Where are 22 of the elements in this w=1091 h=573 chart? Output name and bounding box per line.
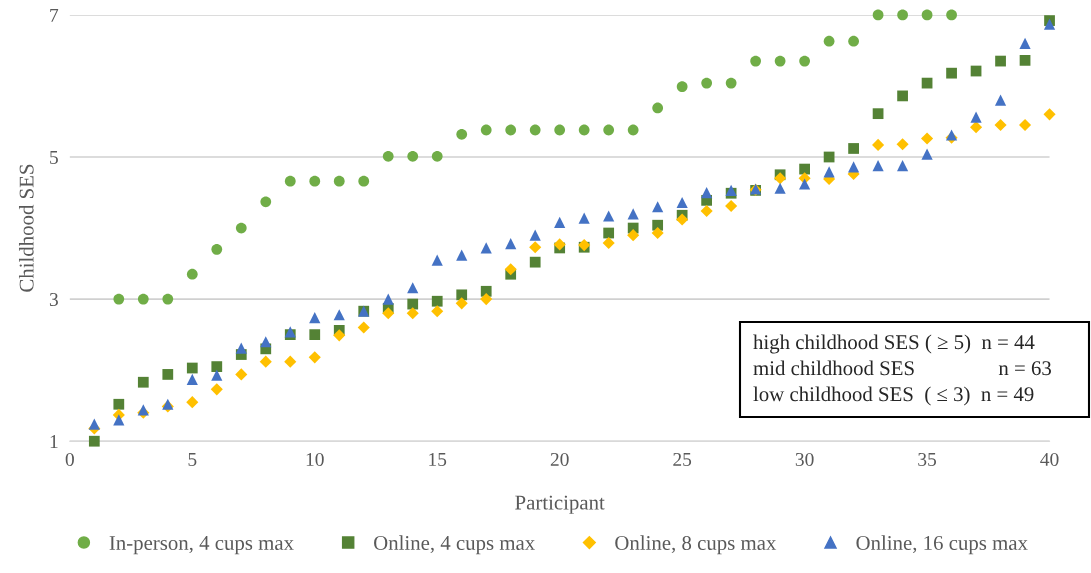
annotation: high childhood SES ( ≥ 5) n = 44 bbox=[753, 334, 1035, 354]
y-tick-label: 1 bbox=[50, 435, 58, 448]
legend-label: Online, 8 cups max bbox=[615, 535, 777, 555]
legend-label: Online, 16 cups max bbox=[856, 535, 1028, 555]
y-tick-label: 5 bbox=[50, 151, 58, 164]
x-tick-label: 0 bbox=[65, 452, 74, 467]
y-tick-label: 3 bbox=[49, 292, 58, 307]
y-axis-title: Childhood SES bbox=[18, 164, 34, 292]
x-tick-label: 15 bbox=[429, 452, 447, 467]
x-tick-label: 35 bbox=[918, 452, 937, 467]
annotation: mid childhood SES n = 63 bbox=[753, 360, 1051, 376]
annotation: low childhood SES ( ≤ 3) n = 49 bbox=[753, 386, 1034, 406]
legend-label: In-person, 4 cups max bbox=[109, 536, 294, 555]
x-tick-label: 20 bbox=[550, 452, 569, 467]
x-tick-label: 25 bbox=[673, 452, 692, 467]
x-tick-label: 30 bbox=[795, 452, 814, 467]
legend-label: Online, 4 cups max bbox=[374, 535, 535, 555]
x-tick-label: 5 bbox=[188, 453, 197, 467]
y-tick-label: 7 bbox=[50, 8, 59, 22]
x-axis-title: Participant bbox=[515, 495, 605, 514]
x-tick-label: 40 bbox=[1040, 452, 1059, 467]
x-tick-label: 10 bbox=[306, 452, 324, 467]
